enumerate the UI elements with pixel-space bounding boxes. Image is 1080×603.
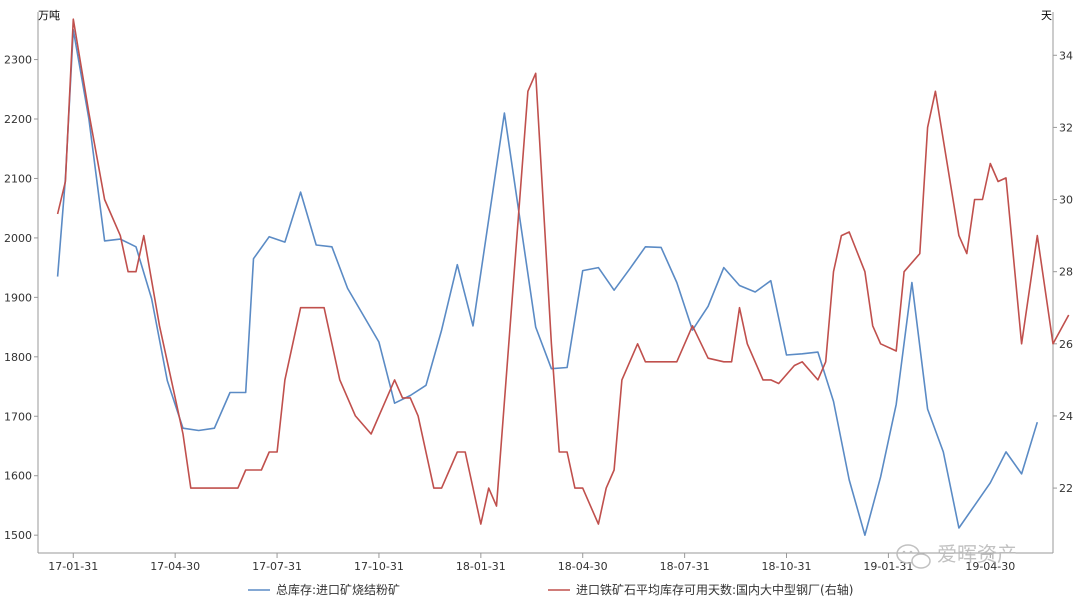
legend: 总库存:进口矿烧结粉矿 进口铁矿石平均库存可用天数:国内大中型钢厂(右轴) [248, 582, 853, 597]
inventory-line [56, 28, 1039, 537]
stock-days-line [56, 18, 1070, 525]
x-tick-label: 17-10-31 [354, 560, 404, 573]
x-tick-label: 17-01-31 [48, 560, 98, 573]
left-tick-label: 2000 [4, 232, 32, 245]
left-tick-label: 1900 [4, 291, 32, 304]
right-tick-label: 28 [1059, 266, 1073, 279]
left-tick-label: 2300 [4, 54, 32, 67]
right-axis-ticks: 22 24 26 28 30 32 34 [1053, 49, 1073, 495]
x-axis-ticks: 17-01-31 17-04-30 17-07-31 17-10-31 18-01-31… [48, 553, 1015, 573]
x-tick-label: 18-07-31 [660, 560, 710, 573]
x-tick-label: 18-04-30 [558, 560, 608, 573]
x-tick-label: 19-04-30 [965, 560, 1015, 573]
left-tick-label: 1500 [4, 529, 32, 542]
right-tick-label: 24 [1059, 410, 1073, 423]
right-tick-label: 22 [1059, 482, 1073, 495]
right-tick-label: 34 [1059, 49, 1073, 62]
left-axis-ticks: 1500 1600 1700 1800 1900 2000 2100 2200 2300 [4, 54, 38, 542]
left-axis-unit: 万吨 [38, 9, 60, 22]
x-tick-label: 17-07-31 [252, 560, 302, 573]
x-tick-label: 18-10-31 [762, 560, 812, 573]
right-tick-label: 26 [1059, 338, 1073, 351]
legend-label-days: 进口铁矿石平均库存可用天数:国内大中型钢厂(右轴) [576, 582, 853, 597]
right-tick-label: 32 [1059, 121, 1073, 134]
left-tick-label: 2200 [4, 113, 32, 126]
right-tick-label: 30 [1059, 194, 1073, 207]
axes: 万吨 天 [37, 9, 1054, 554]
watermark: 爱晖资产 [896, 542, 1017, 569]
series-lines [56, 18, 1070, 537]
legend-label-inventory: 总库存:进口矿烧结粉矿 [276, 582, 400, 597]
x-tick-label: 19-01-31 [863, 560, 913, 573]
right-axis-unit: 天 [1041, 9, 1052, 22]
watermark-text: 爱晖资产 [937, 542, 1017, 566]
left-tick-label: 2100 [4, 172, 32, 185]
x-tick-label: 17-04-30 [150, 560, 200, 573]
left-tick-label: 1600 [4, 470, 32, 483]
wechat-icon [896, 544, 931, 569]
left-tick-label: 1700 [4, 410, 32, 423]
x-tick-label: 18-01-31 [456, 560, 506, 573]
left-tick-label: 1800 [4, 351, 32, 364]
